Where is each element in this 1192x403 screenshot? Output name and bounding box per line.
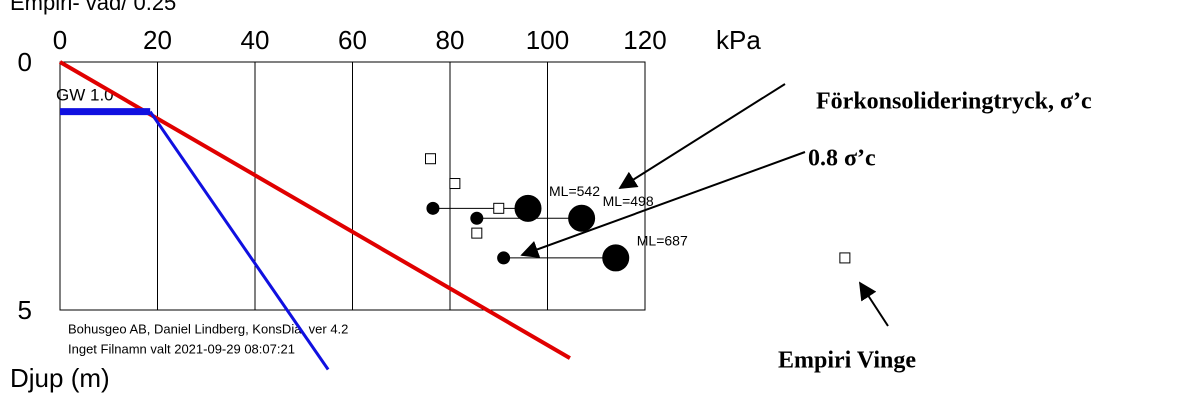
point: [839, 252, 851, 264]
footer: Inget Filnamn valt 2021-09-29 08:07:21: [68, 341, 295, 356]
gw-label: GW 1.0: [56, 85, 114, 104]
point: [497, 251, 511, 265]
point: [470, 211, 484, 225]
annotation: Förkonsolideringtryck, σ’c: [816, 89, 1092, 115]
line: [148, 110, 330, 371]
point: [514, 194, 542, 222]
annotation: Empiri Vinge: [778, 348, 916, 374]
arrow: [859, 281, 889, 327]
x-tick-label: 40: [241, 25, 270, 55]
x-tick-label: 100: [526, 25, 569, 55]
x-tick-label: 60: [338, 25, 367, 55]
data-label: ML=542: [549, 183, 600, 199]
data-label: ML=498: [603, 193, 654, 209]
y-tick-label: 0: [18, 47, 32, 77]
x-tick-label: 120: [623, 25, 666, 55]
point: [425, 153, 436, 165]
x-tick-label: 80: [436, 25, 465, 55]
point: [426, 201, 440, 215]
arrow: [618, 83, 786, 189]
point: [449, 178, 461, 190]
corner-text: Empiri- vad/ 0.25: [10, 0, 176, 15]
point: [471, 227, 483, 239]
y-axis-label: Djup (m): [10, 363, 110, 393]
point: [602, 244, 630, 272]
y-tick-label: 5: [18, 295, 32, 325]
arrow: [520, 151, 806, 258]
footer: Bohusgeo AB, Daniel Lindberg, KonsDia, v…: [68, 321, 348, 336]
annotation: 0.8 σ’c: [808, 146, 876, 172]
x-unit: kPa: [716, 25, 761, 55]
point: [568, 204, 596, 232]
data-label: ML=687: [637, 233, 688, 249]
point: [493, 202, 505, 214]
x-tick-label: 20: [143, 25, 172, 55]
x-tick-label: 0: [53, 25, 67, 55]
